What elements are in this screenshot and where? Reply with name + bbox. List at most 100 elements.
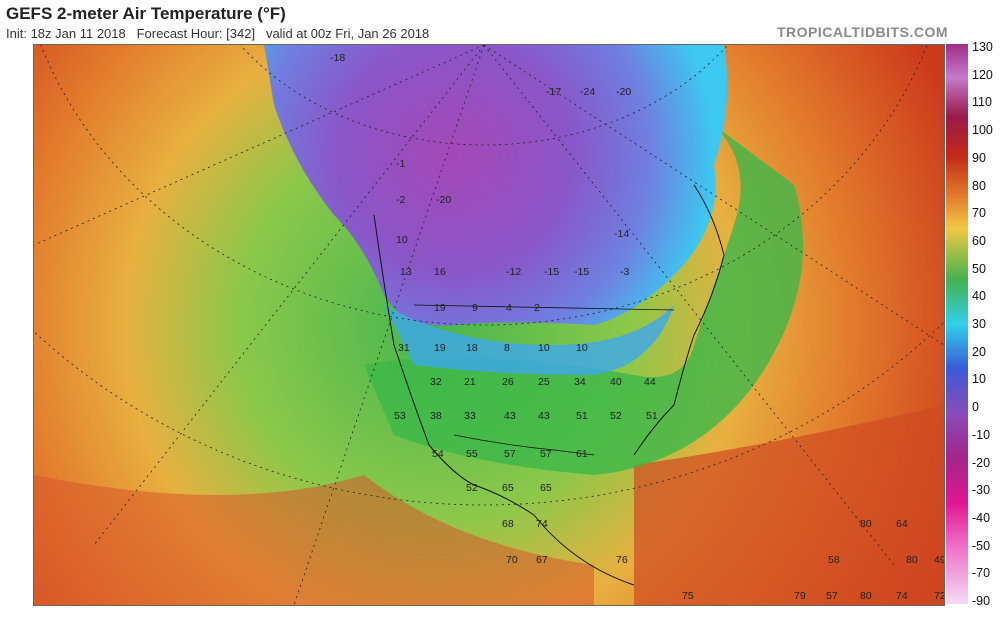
temperature-label: 80 [860,590,872,602]
temperature-label: 10 [576,342,588,354]
colorbar-tick: 40 [972,289,986,304]
temperature-label: 10 [538,342,550,354]
temperature-label: 64 [896,518,908,530]
map-canvas: -18 -17 -24 -20 -1 -2 -20 10 -14 13 16 -12 -15 -15 -3 1… [34,45,944,605]
colorbar-tick: -40 [972,510,991,525]
colorbar-tick: 0 [972,400,979,415]
temperature-label: 19 [434,302,446,314]
cool-band [384,305,674,375]
temperature-label: 52 [466,482,478,494]
temperature-label: 32 [430,376,442,388]
temperature-label: 65 [540,482,552,494]
graticule [34,45,944,605]
colorbar-tick: 10 [972,372,986,387]
temperature-label: 31 [398,342,410,354]
temperature-labels: -18 -17 -24 -20 -1 -2 -20 10 -14 13 16 -12 -15 -15 -3 1… [330,52,944,602]
temperature-label: 70 [506,554,518,566]
temperature-label: 65 [502,482,514,494]
init-time: Init: 18z Jan 11 2018 [6,26,126,41]
colorbar-tick: -70 [972,566,991,581]
temperature-label: 57 [540,448,552,460]
temperature-label: 67 [536,554,548,566]
temperature-label: 2 [534,302,540,314]
temperature-label: 74 [536,518,548,530]
temperature-label: -3 [620,266,629,278]
temperature-label: 26 [502,376,514,388]
temperature-label: 8 [504,342,510,354]
temperature-map: -18 -17 -24 -20 -1 -2 -20 10 -14 13 16 -12 -15 -15 -3 1… [33,44,945,606]
temperature-label: 16 [434,266,446,278]
temperature-label: 34 [574,376,586,388]
temperature-label: 72 [934,590,944,602]
colorbar-tick: 60 [972,233,986,248]
temperature-label: 53 [394,410,406,422]
temperature-label: 40 [610,376,622,388]
colorbar-svg [946,44,968,604]
temperature-label: -17 [546,86,561,98]
colorbar [946,44,968,604]
west-coastline [373,214,635,586]
temperature-label: 18 [466,342,478,354]
temperature-label: 61 [576,448,588,460]
temperature-label: -2 [396,194,405,206]
temperature-label: 9 [472,302,478,314]
colorbar-tick: -50 [972,538,991,553]
temperature-label: 54 [432,448,444,460]
colorbar-labels: 130 120 110 100 90 80 70 60 50 40 30 20 10 0 -10 -20 -30… [968,40,1000,608]
valid-time: valid at 00z Fri, Jan 26 2018 [265,26,430,41]
temperature-label: 68 [502,518,514,530]
temperature-label: 80 [860,518,872,530]
temperature-label: -14 [614,228,629,240]
colorbar-tick: 20 [972,344,986,359]
temperature-label: 76 [616,554,628,566]
colorbar-tick: 120 [972,67,993,82]
temperature-label: 74 [896,590,908,602]
temperature-label: -1 [396,158,405,170]
temperature-label: 80 [906,554,918,566]
temperature-label: 4 [506,302,512,314]
temperature-label: -15 [574,266,589,278]
us-canada-border [413,304,675,311]
temperature-label: 75 [682,590,694,602]
temperature-label: -15 [544,266,559,278]
map-subtitle: Init: 18z Jan 11 2018 Forecast Hour: [34… [6,26,429,41]
temperature-label: 25 [538,376,550,388]
colorbar-tick: -20 [972,455,991,470]
colorbar-tick: 80 [972,178,986,193]
temperature-label: 51 [646,410,658,422]
temperature-label: 57 [826,590,838,602]
temperature-label: 33 [464,410,476,422]
colorbar-tick: 90 [972,150,986,165]
temperature-label: 79 [794,590,806,602]
colorbar-tick: 30 [972,317,986,331]
temperature-label: -20 [616,86,631,98]
map-title: GEFS 2-meter Air Temperature (°F) [6,4,286,23]
temperature-label: -24 [580,86,595,98]
forecast-hour: Forecast Hour: [342] [136,26,256,41]
colorbar-tick: 110 [972,95,992,110]
warm-band-south [34,475,594,605]
mild-band [364,125,803,475]
temperature-label: -20 [436,194,451,206]
colorbar-tick: -30 [972,483,991,498]
east-coastline [633,184,725,456]
temperature-label: 19 [434,342,446,354]
brand-watermark: TROPICALTIDBITS.COM [776,24,948,40]
temperature-label: 49 [934,554,944,566]
temperature-label: 10 [396,234,408,246]
temperature-label: 55 [466,448,478,460]
temperature-label: 57 [504,448,516,460]
colorbar-tick: -90 [972,594,991,608]
colorbar-tick: 130 [972,40,993,54]
temperature-label: 38 [430,410,442,422]
colorbar-tick: 70 [972,206,986,221]
temperature-label: 13 [400,266,412,278]
colorbar-tick: 100 [972,123,993,138]
temperature-label: -12 [506,266,521,278]
temperature-label: 51 [576,410,588,422]
temperature-label: 52 [610,410,622,422]
warm-band-atlantic [634,405,944,605]
temperature-label: 21 [464,376,476,388]
temperature-label: -18 [330,52,345,64]
us-mexico-border [453,434,595,456]
